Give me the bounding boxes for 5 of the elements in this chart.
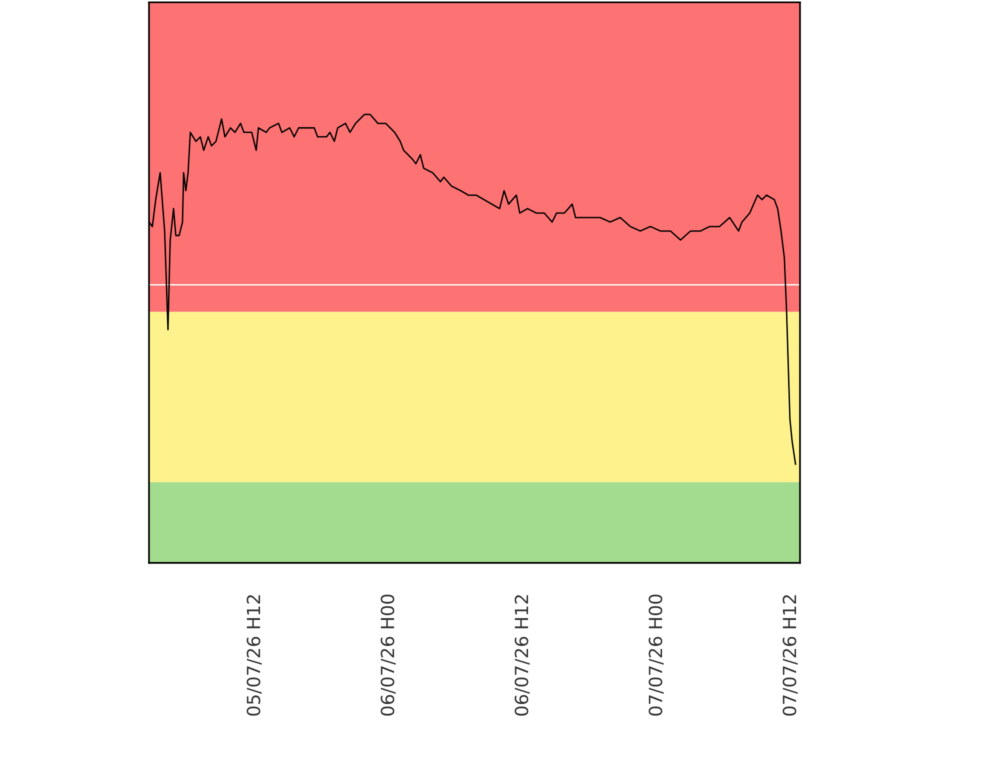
x-tick-label: 06/07/26 H12 xyxy=(514,595,530,716)
x-tick-label: 06/07/26 H00 xyxy=(380,594,396,716)
x-tick-label: 07/07/26 H12 xyxy=(782,595,798,716)
x-tick-label: 07/07/26 H00 xyxy=(648,594,664,716)
x-tick-label: 05/07/26 H12 xyxy=(246,595,262,716)
